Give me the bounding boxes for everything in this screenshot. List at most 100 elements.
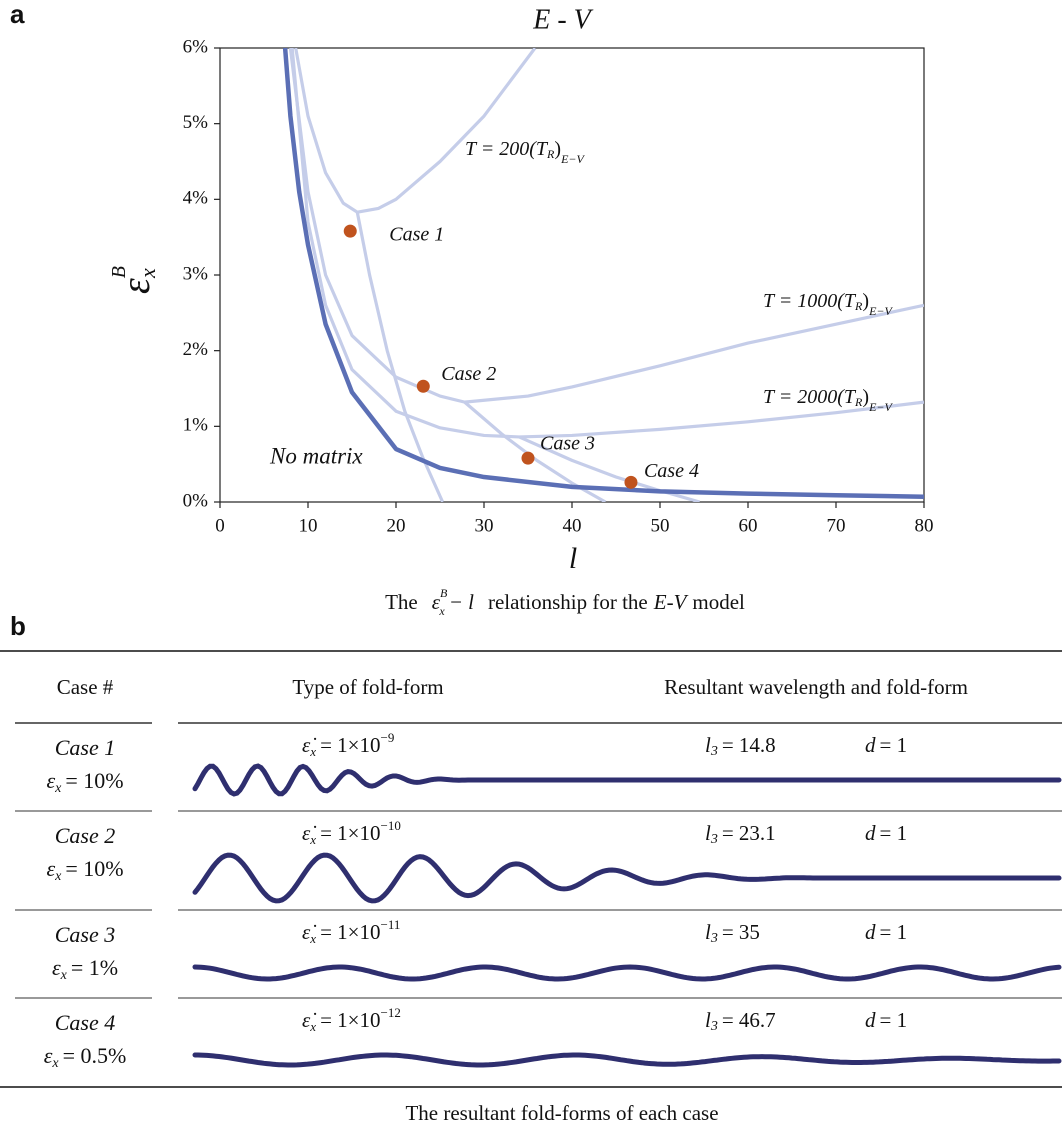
text-part: x	[309, 1019, 316, 1034]
strain-rate: ε̇x = 1×10−12	[302, 1005, 401, 1034]
curve	[518, 435, 701, 502]
x-tick-label: 20	[387, 515, 406, 536]
table-header: Case #	[57, 675, 114, 699]
curves	[282, 48, 924, 502]
curve	[290, 48, 924, 439]
text-part: E−V	[868, 304, 893, 318]
case-point	[624, 475, 638, 489]
fold-d: d = 1	[865, 821, 907, 845]
x-tick-label: 60	[739, 515, 758, 536]
y-tick-label: 0%	[183, 490, 209, 511]
y-axis-label: εB x	[108, 266, 160, 294]
strain: εx = 10%	[46, 768, 123, 796]
case-name: Case 3	[55, 922, 116, 947]
text-part: = 23.1	[722, 821, 776, 845]
x-tick-label: 30	[475, 515, 494, 536]
text-part: x	[135, 268, 160, 279]
curve-label: No matrix	[269, 443, 363, 468]
fold-form	[192, 763, 1062, 797]
text-part: d	[865, 733, 876, 757]
text-part: −9	[381, 730, 395, 745]
text-part: )	[554, 138, 561, 160]
text-part: − l	[449, 590, 474, 614]
text-part: ε	[44, 1043, 53, 1068]
x-tick-label: 80	[915, 515, 934, 536]
curve	[282, 48, 924, 499]
text-part: ε	[432, 590, 441, 614]
case-point	[521, 451, 535, 465]
table-header: Resultant wavelength and fold-form	[664, 675, 968, 699]
text-part: E−V	[560, 152, 585, 166]
text-part: = 10%	[65, 768, 123, 793]
text-part: T = 2000(T	[763, 386, 857, 408]
text-part: x	[309, 832, 316, 847]
text-part: model	[692, 590, 745, 614]
text-part: x	[309, 931, 316, 946]
panel-label: b	[10, 611, 26, 641]
text-part: d	[865, 920, 876, 944]
text-part: −12	[381, 1005, 401, 1020]
x-tick-label: 40	[563, 515, 582, 536]
text-part: l	[705, 821, 711, 845]
fold-d: d = 1	[865, 1008, 907, 1032]
case-label: Case 4	[644, 460, 699, 482]
annotation: T = 1000(TR)E−V	[763, 290, 893, 318]
text-part: = 10%	[65, 856, 123, 881]
text-part: T = 200(T	[465, 138, 549, 160]
x-tick-label: 70	[827, 515, 846, 536]
table-caption: The resultant fold-forms of each case	[405, 1101, 718, 1125]
text-part: ε	[46, 768, 55, 793]
case-name: Case 4	[55, 1010, 116, 1035]
text-part: R	[854, 395, 863, 409]
wavelength: l3 = 23.1	[705, 821, 776, 847]
wavelength: l3 = 46.7	[705, 1008, 776, 1034]
text-part: relationship for the	[488, 590, 648, 614]
strain: εx = 10%	[46, 856, 123, 884]
y-tick-label: 2%	[183, 339, 209, 360]
case-name: Case 1	[55, 735, 116, 760]
table-header: Type of fold-form	[292, 675, 443, 699]
text-part: = 1×10	[320, 821, 380, 845]
text-part: d	[865, 821, 876, 845]
text-part: l	[705, 733, 711, 757]
text-part: = 1×10	[320, 920, 380, 944]
text-part: 3	[710, 744, 718, 759]
y-tick-label: 5%	[183, 112, 209, 133]
text-part: = 1	[880, 920, 908, 944]
fold-d: d = 1	[865, 920, 907, 944]
text-part: 3	[710, 1019, 718, 1034]
text-part: x	[60, 968, 68, 983]
text-part: B	[108, 266, 130, 278]
strain-rate: ε̇x = 1×10−10	[302, 818, 401, 847]
text-part: = 1	[880, 1008, 908, 1032]
y-tick-label: 6%	[183, 36, 209, 57]
text-part: = 1%	[71, 955, 118, 980]
x-tick-label: 10	[299, 515, 318, 536]
annotation: T = 200(TR)E−V	[465, 138, 585, 166]
case-label: Case 1	[389, 224, 444, 246]
x-tick-label: 0	[215, 515, 225, 536]
text-part: l	[705, 1008, 711, 1032]
strain: εx = 0.5%	[44, 1043, 127, 1071]
text-part: B	[440, 586, 448, 600]
text-part: = 1	[880, 733, 908, 757]
wavelength: l3 = 35	[705, 920, 760, 946]
text-part: = 1×10	[320, 733, 380, 757]
text-part: R	[546, 147, 555, 161]
text-part: x	[438, 604, 445, 618]
strain-rate: ε̇x = 1×10−9	[302, 730, 394, 759]
case-name: Case 2	[55, 823, 116, 848]
text-part: T = 1000(T	[763, 290, 857, 312]
wavelength: l3 = 14.8	[705, 733, 776, 759]
text-part: )	[862, 386, 869, 408]
text-part: 3	[710, 832, 718, 847]
fold-d: d = 1	[865, 733, 907, 757]
text-part: x	[309, 744, 316, 759]
text-part: = 46.7	[722, 1008, 776, 1032]
chart-title: E - V	[532, 4, 593, 35]
caption: The εB x − l relationship for the E-V model	[385, 586, 745, 618]
curve	[355, 211, 445, 502]
text-part: x	[51, 1056, 59, 1071]
y-tick-label: 3%	[183, 263, 209, 284]
